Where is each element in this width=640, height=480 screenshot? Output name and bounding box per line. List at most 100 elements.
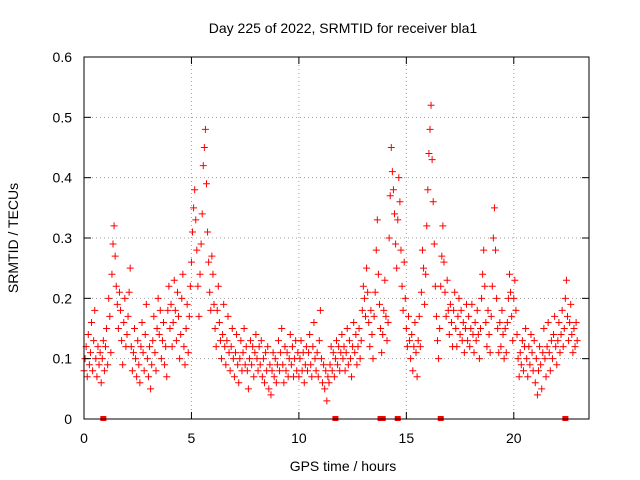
data-point xyxy=(283,349,291,357)
data-point xyxy=(490,204,498,212)
data-point xyxy=(257,337,265,345)
data-point xyxy=(545,349,553,357)
data-point xyxy=(526,361,534,369)
data-point xyxy=(516,349,524,357)
data-point xyxy=(99,337,107,345)
data-point xyxy=(541,355,549,363)
data-point xyxy=(183,300,191,308)
data-point xyxy=(452,325,460,332)
data-point xyxy=(300,379,308,387)
data-point xyxy=(502,349,510,357)
data-point xyxy=(441,288,449,296)
data-point xyxy=(167,300,175,308)
data-point xyxy=(401,294,409,302)
data-point xyxy=(312,367,320,375)
data-point xyxy=(569,349,577,357)
data-point xyxy=(394,216,402,224)
data-point xyxy=(409,367,417,375)
data-point xyxy=(85,361,93,369)
data-point xyxy=(445,331,453,339)
data-point xyxy=(95,361,103,369)
data-point xyxy=(120,318,128,326)
data-point xyxy=(352,331,360,339)
data-point xyxy=(261,379,269,387)
data-point xyxy=(255,343,263,351)
data-point xyxy=(474,331,482,339)
data-point xyxy=(252,331,260,339)
data-point xyxy=(425,150,433,158)
data-point xyxy=(346,355,354,363)
x-axis-label: GPS time / hours xyxy=(290,458,397,474)
data-point xyxy=(562,276,570,284)
data-point xyxy=(89,367,97,375)
data-point xyxy=(241,361,249,369)
data-point xyxy=(184,349,192,357)
data-point xyxy=(348,373,356,381)
data-point xyxy=(148,361,156,369)
data-point xyxy=(395,174,403,182)
data-point xyxy=(558,306,566,314)
data-point xyxy=(97,379,105,387)
data-point xyxy=(339,355,347,363)
data-point xyxy=(331,355,339,363)
data-point xyxy=(556,349,564,357)
data-point xyxy=(270,373,278,381)
data-point xyxy=(566,318,574,326)
data-point xyxy=(414,337,422,345)
data-point xyxy=(510,294,518,302)
data-point xyxy=(537,361,545,369)
data-point xyxy=(528,349,536,357)
data-point xyxy=(365,318,373,326)
data-point xyxy=(536,343,544,351)
data-point xyxy=(322,367,330,375)
data-point xyxy=(411,318,419,326)
data-point xyxy=(244,385,252,393)
data-point xyxy=(226,367,234,375)
data-point xyxy=(356,355,364,363)
data-point xyxy=(245,355,253,363)
data-point xyxy=(377,325,385,332)
data-point xyxy=(482,318,490,326)
data-point xyxy=(105,294,113,302)
data-point xyxy=(319,379,327,387)
data-point xyxy=(214,282,222,290)
data-point xyxy=(281,343,289,351)
data-point xyxy=(164,306,172,314)
data-point xyxy=(535,367,542,375)
data-point xyxy=(134,337,142,345)
data-point xyxy=(573,337,581,345)
data-point xyxy=(253,355,261,363)
data-point xyxy=(169,318,177,326)
data-point xyxy=(443,276,451,284)
data-point xyxy=(94,343,102,351)
data-point xyxy=(546,367,554,375)
data-point xyxy=(108,270,116,278)
data-point xyxy=(100,367,108,375)
data-point xyxy=(450,306,458,314)
data-point xyxy=(259,355,267,363)
data-point xyxy=(538,385,546,393)
data-point xyxy=(190,204,198,212)
data-point xyxy=(187,258,195,266)
data-point xyxy=(539,349,547,357)
data-point xyxy=(234,361,242,369)
data-point xyxy=(274,337,282,345)
data-point xyxy=(420,264,428,272)
data-point xyxy=(119,361,127,369)
data-point xyxy=(266,361,274,369)
data-point xyxy=(161,361,169,369)
data-point xyxy=(139,349,147,357)
data-point xyxy=(338,331,346,339)
data-point xyxy=(106,312,114,320)
data-point xyxy=(496,318,504,326)
data-point xyxy=(278,325,286,332)
data-point xyxy=(447,318,455,326)
data-point xyxy=(302,343,310,351)
data-point xyxy=(547,337,555,345)
data-point xyxy=(494,325,502,332)
data-point xyxy=(236,355,244,363)
data-point xyxy=(171,306,179,314)
data-point xyxy=(193,246,201,254)
data-point xyxy=(451,288,459,296)
data-point xyxy=(251,349,259,357)
